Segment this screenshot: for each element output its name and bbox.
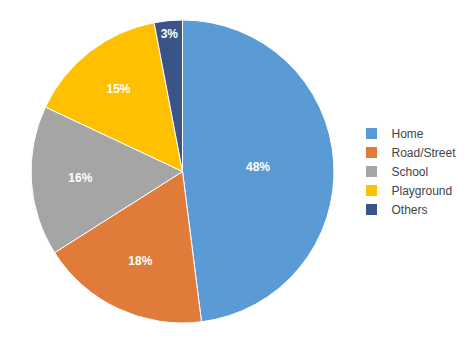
svg-text:Home: Home xyxy=(392,127,424,141)
svg-text:Road/Street: Road/Street xyxy=(392,146,457,160)
svg-text:Others: Others xyxy=(392,203,428,217)
svg-text:3%: 3% xyxy=(161,27,179,41)
svg-text:School: School xyxy=(392,165,429,179)
svg-text:Playground: Playground xyxy=(392,184,453,198)
svg-text:18%: 18% xyxy=(128,254,152,268)
svg-text:16%: 16% xyxy=(68,171,92,185)
svg-text:15%: 15% xyxy=(106,82,130,96)
svg-text:48%: 48% xyxy=(246,160,270,174)
